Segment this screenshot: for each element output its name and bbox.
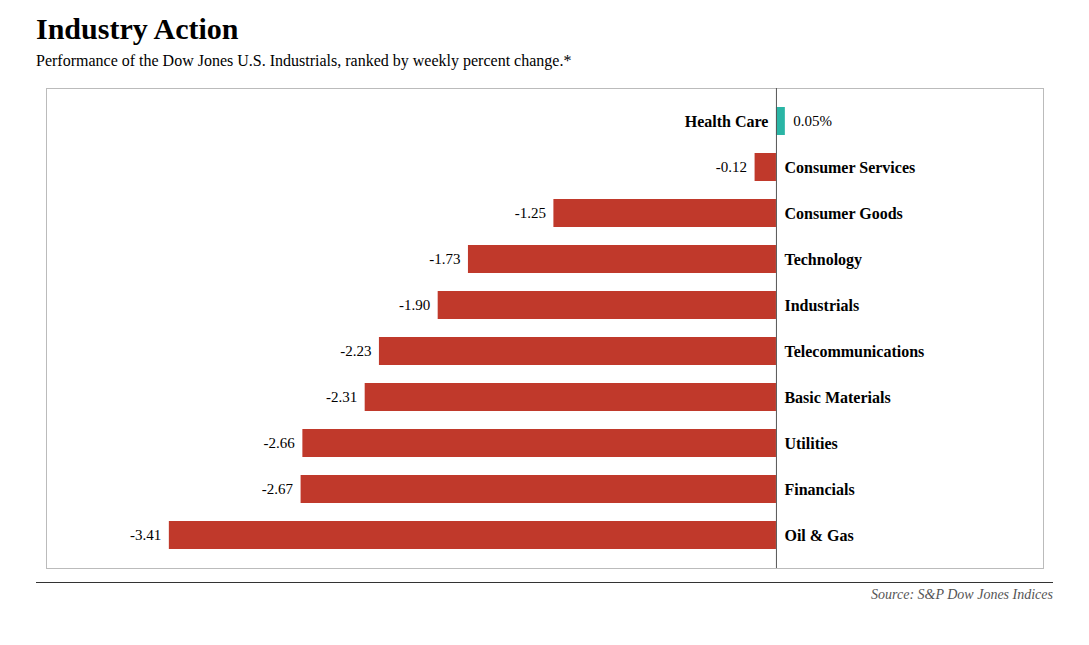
svg-text:Basic Materials: Basic Materials bbox=[784, 389, 890, 406]
svg-text:-2.66: -2.66 bbox=[264, 435, 296, 451]
svg-text:-1.25: -1.25 bbox=[515, 205, 546, 221]
html-text:Performance of the Dow Jones U: Performance of the Dow Jones U.S. Indust… bbox=[36, 52, 572, 69]
html-text:Source: S&P Dow Jones Indices: Source: S&P Dow Jones Indices bbox=[871, 587, 1053, 602]
svg-text:Consumer Services: Consumer Services bbox=[784, 159, 915, 176]
svg-text:Financials: Financials bbox=[784, 481, 854, 498]
svg-text:0.05%: 0.05% bbox=[793, 113, 832, 129]
svg-text:-3.41: -3.41 bbox=[130, 527, 161, 543]
svg-text:-1.73: -1.73 bbox=[429, 251, 460, 267]
svg-text:-2.23: -2.23 bbox=[340, 343, 371, 359]
svg-text:Health Care: Health Care bbox=[685, 113, 769, 130]
svg-text:-2.31: -2.31 bbox=[326, 389, 357, 405]
svg-text:Technology: Technology bbox=[784, 251, 862, 269]
svg-text:Utilities: Utilities bbox=[784, 435, 837, 452]
html-text:Industry Action: Industry Action bbox=[36, 12, 239, 45]
svg-text:-1.90: -1.90 bbox=[399, 297, 430, 313]
svg-text:-2.67: -2.67 bbox=[262, 481, 294, 497]
svg-text:Industrials: Industrials bbox=[784, 297, 859, 314]
svg-text:Telecommunications: Telecommunications bbox=[784, 343, 924, 360]
svg-text:Consumer Goods: Consumer Goods bbox=[784, 205, 902, 222]
svg-text:-0.12: -0.12 bbox=[716, 159, 747, 175]
svg-text:Oil & Gas: Oil & Gas bbox=[784, 527, 853, 544]
